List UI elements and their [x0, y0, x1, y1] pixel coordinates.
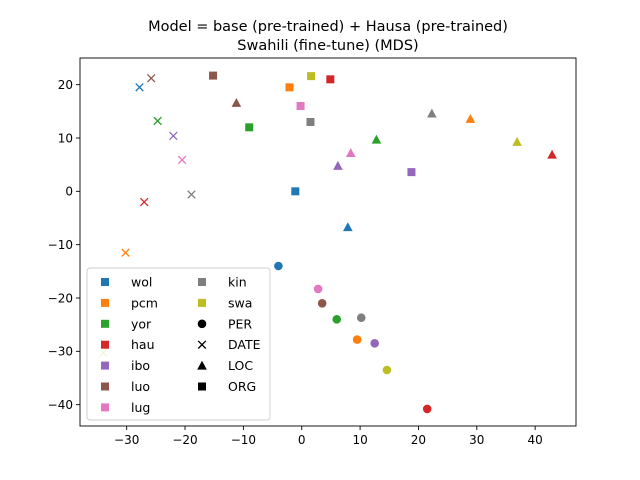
point-kin-per [356, 313, 366, 323]
point-hau-per [422, 404, 432, 414]
point-kin-org [306, 118, 315, 126]
legend-pcm-marker [101, 298, 109, 307]
legend-date-label: DATE [228, 337, 261, 352]
legend-swa-label: swa [228, 295, 252, 310]
y-tick-label: −10 [48, 238, 73, 252]
legend-kin-label: kin [228, 275, 247, 290]
point-pcm-date [121, 248, 130, 257]
x-tick-label: 40 [528, 433, 543, 447]
point-lug-date [177, 155, 187, 165]
legend-pcm-label: pcm [131, 295, 158, 310]
legend-loc-marker [197, 360, 207, 370]
point-luo-per [317, 299, 327, 308]
y-tick-label: 0 [65, 185, 73, 199]
point-wol-org [291, 187, 300, 196]
point-wol-date [135, 83, 144, 92]
point-luo-loc [231, 98, 242, 107]
point-yor-per [332, 315, 342, 324]
legend-wol-label: wol [131, 275, 152, 290]
x-tick-label: 20 [411, 433, 426, 447]
point-swa-loc [512, 136, 522, 146]
point-swa-org [307, 72, 316, 81]
y-tick-label: −40 [48, 398, 73, 412]
point-yor-date [153, 116, 162, 126]
point-swa-per [382, 365, 392, 375]
y-tick-label: 10 [58, 131, 73, 145]
legend-yor-marker [101, 319, 109, 328]
legend-ibo-marker [101, 361, 109, 370]
x-tick-label: −20 [172, 433, 197, 447]
point-yor-loc [371, 134, 382, 144]
axes: −30 −20 −10 0 10 20 30 40 −40 −30 −20 −10 0 10 20 [48, 57, 577, 447]
point-ibo-date [169, 131, 178, 141]
plot-frame [79, 57, 577, 427]
point-hau-loc [547, 149, 557, 159]
legend: wol pcm yor hau ibo luo lug kin swa PER DATE LOC ORG [86, 267, 271, 421]
legend-luo-label: luo [131, 379, 150, 394]
legend-loc-label: LOC [228, 358, 253, 373]
data-points [99, 71, 557, 414]
point-wol-loc [343, 222, 353, 232]
y-tick-label: 20 [58, 78, 73, 92]
point-wol-per [274, 261, 283, 271]
chart-subtitle: Swahili (fine-tune) (MDS) [237, 38, 418, 54]
point-hau-org [326, 75, 335, 84]
x-tick-label: −30 [114, 433, 139, 447]
legend-org-label: ORG [228, 379, 256, 394]
legend-kin-marker [198, 278, 206, 286]
legend-swa-marker [198, 298, 206, 307]
point-kin-date [187, 190, 196, 199]
legend-ibo-label: ibo [131, 358, 150, 373]
legend-yor-label: yor [131, 316, 152, 331]
point-lug-org [296, 102, 305, 110]
point-ibo-per [370, 339, 379, 348]
y-tick-label: −30 [48, 345, 73, 359]
point-kin-loc [427, 108, 437, 118]
point-ibo-loc [333, 160, 343, 170]
chart-title: Model = base (pre-trained) + Hausa (pre-… [148, 19, 508, 35]
point-yor-org [245, 123, 254, 132]
point-pcm-org [285, 83, 294, 92]
x-tick-label: 10 [352, 433, 367, 447]
point-ibo-org [407, 168, 416, 177]
point-luo-date [146, 74, 156, 83]
point-lug-loc [345, 148, 356, 158]
point-luo-org [209, 71, 218, 80]
legend-wol-marker [101, 278, 109, 286]
x-tick-label: −10 [231, 433, 256, 447]
point-pcm-loc [465, 114, 476, 123]
point-pcm-per [352, 335, 362, 344]
x-tick-label: 30 [469, 433, 484, 447]
legend-hau-label: hau [131, 337, 155, 352]
legend-luo-marker [101, 382, 109, 391]
legend-hau-marker [101, 340, 109, 349]
legend-date-marker [197, 340, 207, 349]
legend-lug-marker [101, 403, 109, 412]
legend-per-marker [197, 319, 207, 329]
legend-org-marker [198, 382, 206, 391]
y-tick-label: −20 [48, 291, 73, 305]
legend-per-label: PER [228, 316, 252, 331]
legend-lug-label: lug [131, 400, 150, 415]
point-hau-date [139, 197, 149, 207]
point-lug-per [313, 284, 323, 294]
x-tick-label: 0 [298, 433, 306, 447]
legend-box [86, 267, 271, 421]
